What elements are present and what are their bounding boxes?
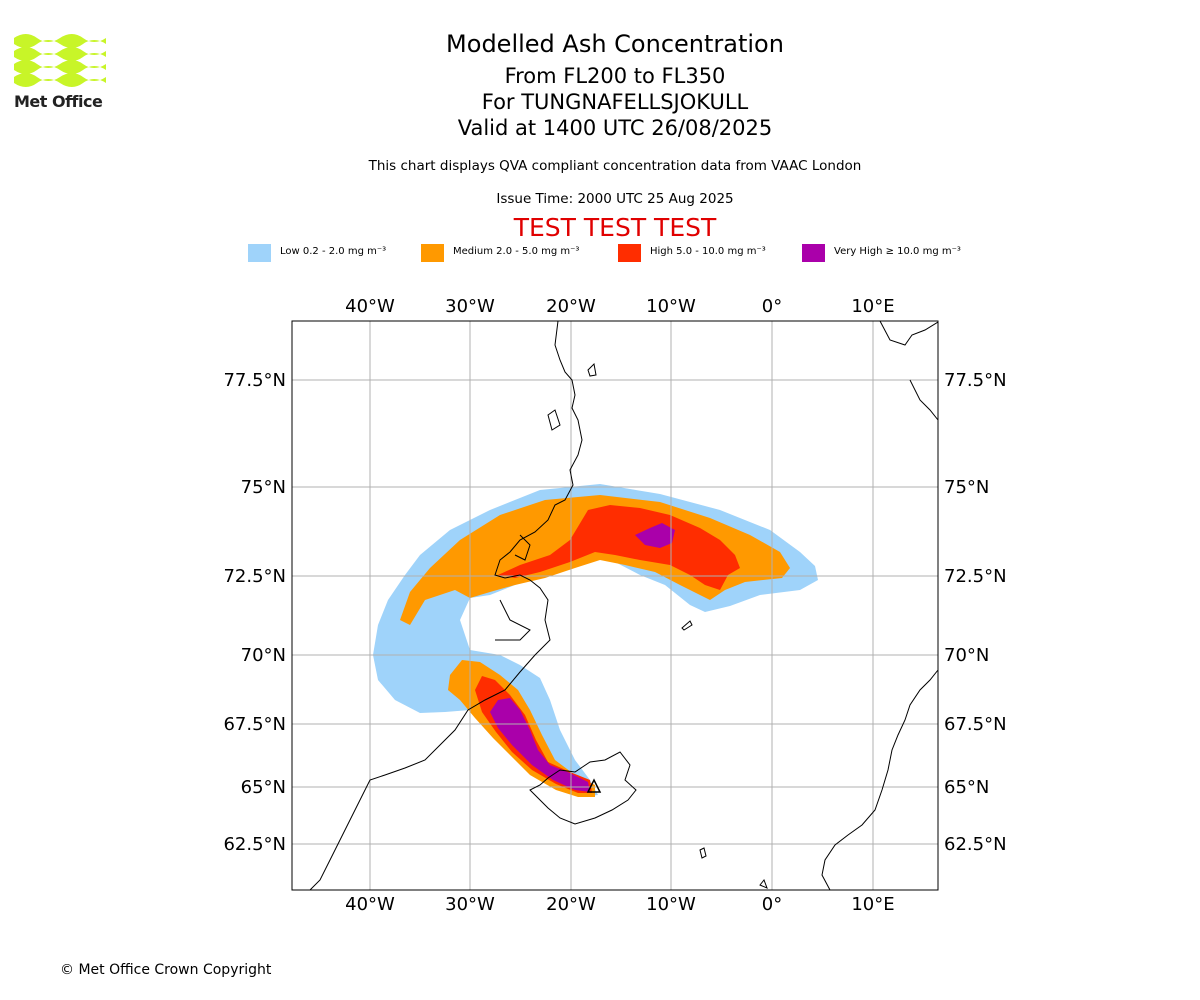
copyright-notice: © Met Office Crown Copyright [60, 962, 272, 978]
lat-label-left: 70°N [241, 645, 286, 666]
lat-label-left: 67.5°N [223, 714, 286, 735]
lon-label-bottom: 40°W [345, 894, 395, 915]
legend-swatch-very-high [802, 244, 825, 262]
lon-labels-bottom: 40°W 30°W 20°W 10°W 0° 10°E [345, 894, 894, 915]
lat-label-right: 67.5°N [944, 714, 1007, 735]
legend-label-medium: Medium 2.0 - 5.0 mg m⁻³ [453, 246, 580, 257]
legend-swatch-low [248, 244, 271, 262]
logo-wordmark: Met Office [14, 92, 103, 111]
valid-time: Valid at 1400 UTC 26/08/2025 [457, 116, 773, 140]
lon-label-top: 0° [762, 296, 782, 317]
lat-label-left: 72.5°N [223, 566, 286, 587]
lat-label-left: 75°N [241, 477, 286, 498]
legend-label-very-high: Very High ≥ 10.0 mg m⁻³ [834, 246, 961, 257]
ash-plume-high-upper [498, 505, 740, 590]
ash-plume-very-high-upper [635, 523, 675, 548]
iceland-coast [529, 751, 637, 825]
lon-label-top: 10°W [646, 296, 696, 317]
lat-label-right: 75°N [944, 477, 989, 498]
map-frame-border [291, 320, 939, 891]
lat-label-right: 65°N [944, 777, 989, 798]
lat-label-right: 77.5°N [944, 370, 1007, 391]
legend-swatch-medium [421, 244, 444, 262]
legend-label-high: High 5.0 - 10.0 mg m⁻³ [650, 246, 766, 257]
lon-label-top: 30°W [445, 296, 495, 317]
test-banner: TEST TEST TEST [513, 213, 717, 242]
lat-label-left: 77.5°N [223, 370, 286, 391]
chart-title: Modelled Ash Concentration [446, 30, 784, 58]
lon-label-bottom: 10°E [851, 894, 894, 915]
lon-label-top: 10°E [851, 296, 894, 317]
lat-label-right: 62.5°N [944, 834, 1007, 855]
lon-label-top: 40°W [345, 296, 395, 317]
lat-label-left: 62.5°N [223, 834, 286, 855]
lat-labels-left: 77.5°N 75°N 72.5°N 70°N 67.5°N 65°N 62.5… [223, 370, 286, 855]
map-gridlines [292, 321, 938, 890]
flight-level-range: From FL200 to FL350 [504, 64, 726, 88]
coastlines [309, 321, 938, 890]
volcano-name: For TUNGNAFELLSJOKULL [481, 90, 749, 114]
volcano-triangle-icon [586, 778, 602, 793]
lon-label-bottom: 30°W [445, 894, 495, 915]
ash-plume-very-high-lower [490, 698, 590, 792]
issue-time: Issue Time: 2000 UTC 25 Aug 2025 [496, 191, 734, 207]
lat-labels-right: 77.5°N 75°N 72.5°N 70°N 67.5°N 65°N 62.5… [944, 370, 1007, 855]
lon-label-top: 20°W [546, 296, 596, 317]
lon-label-bottom: 0° [762, 894, 782, 915]
lat-label-right: 72.5°N [944, 566, 1007, 587]
lon-label-bottom: 20°W [546, 894, 596, 915]
lat-label-left: 65°N [241, 777, 286, 798]
lat-label-right: 70°N [944, 645, 989, 666]
legend-swatch-high [618, 244, 641, 262]
met-office-logo-icon [14, 34, 106, 87]
legend-label-low: Low 0.2 - 2.0 mg m⁻³ [280, 246, 387, 257]
chart-description: This chart displays QVA compliant concen… [368, 158, 862, 174]
lon-label-bottom: 10°W [646, 894, 696, 915]
lon-labels-top: 40°W 30°W 20°W 10°W 0° 10°E [345, 296, 894, 317]
